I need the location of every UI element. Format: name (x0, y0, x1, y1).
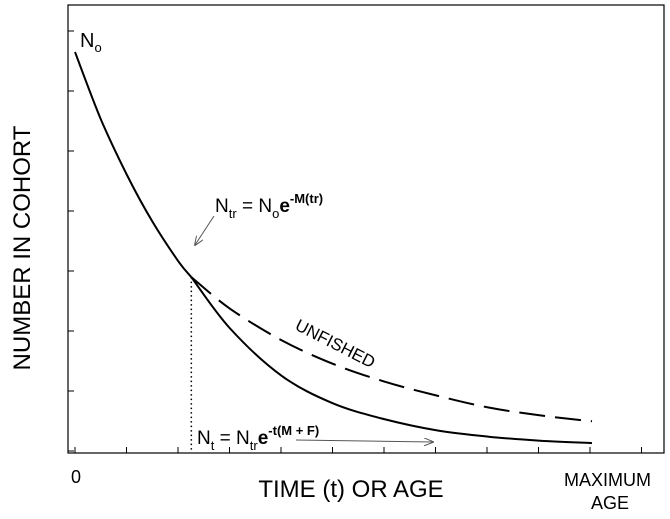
nt-equation: Nt = Ntre-t(M + F) (197, 423, 319, 453)
y-axis-title: NUMBER IN COHORT (9, 125, 36, 370)
y-axis-ticks (68, 30, 74, 452)
x-tick-label-end: MAXIMUM AGE (564, 470, 656, 513)
x-tick-label-start: 0 (71, 467, 81, 487)
x-axis-ticks (74, 447, 642, 453)
nt-pointer-arrow (295, 440, 433, 442)
fished-solid-curve (74, 51, 593, 445)
x-axis-title: TIME (t) OR AGE (258, 476, 443, 503)
plot-frame (67, 4, 665, 454)
ntr-pointer-arrow (195, 215, 215, 245)
ntr-equation: Ntr = Noe-M(tr) (215, 191, 323, 221)
unfished-label: UNFISHED (292, 316, 378, 372)
n0-label: No (80, 30, 102, 55)
unfished-dashed-curve (190, 276, 593, 423)
